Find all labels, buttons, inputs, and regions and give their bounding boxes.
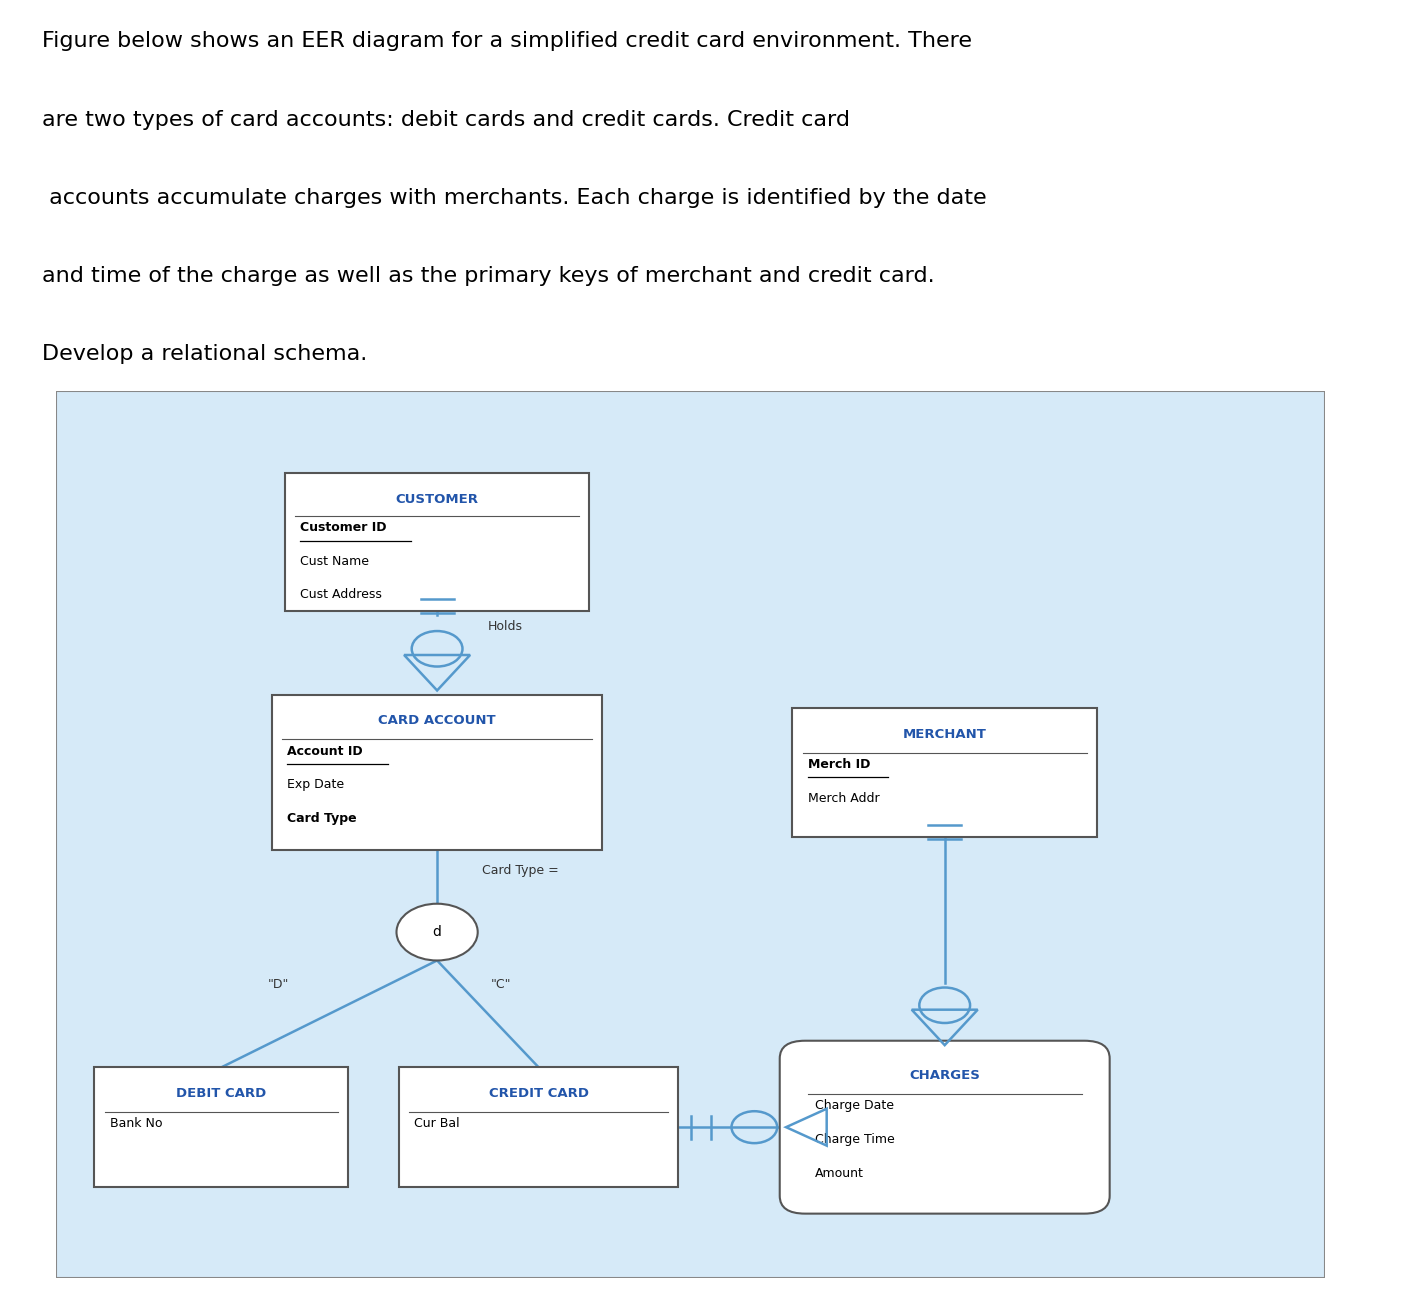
Text: Bank No: Bank No (110, 1118, 162, 1131)
Text: Customer ID: Customer ID (300, 522, 386, 535)
Text: are two types of card accounts: debit cards and credit cards. Credit card: are two types of card accounts: debit ca… (42, 110, 850, 129)
Text: CREDIT CARD: CREDIT CARD (489, 1086, 588, 1099)
Text: Cur Bal: Cur Bal (415, 1118, 460, 1131)
FancyBboxPatch shape (792, 708, 1097, 837)
Text: CARD ACCOUNT: CARD ACCOUNT (378, 715, 496, 728)
Text: Charge Date: Charge Date (815, 1099, 894, 1112)
Text: CHARGES: CHARGES (909, 1069, 980, 1082)
Text: "C": "C" (491, 978, 510, 991)
Text: CUSTOMER: CUSTOMER (396, 493, 478, 506)
FancyBboxPatch shape (285, 473, 589, 610)
Text: accounts accumulate charges with merchants. Each charge is identified by the dat: accounts accumulate charges with merchan… (42, 188, 987, 207)
FancyBboxPatch shape (780, 1041, 1110, 1214)
FancyBboxPatch shape (56, 391, 1325, 1278)
Text: MERCHANT: MERCHANT (902, 728, 987, 741)
FancyBboxPatch shape (94, 1067, 348, 1187)
Text: Cust Name: Cust Name (300, 554, 369, 567)
Text: Cust Address: Cust Address (300, 588, 382, 601)
Text: Merch ID: Merch ID (808, 758, 870, 771)
Text: Develop a relational schema.: Develop a relational schema. (42, 344, 368, 364)
Text: Card Type: Card Type (288, 812, 357, 825)
Text: DEBIT CARD: DEBIT CARD (176, 1086, 266, 1099)
Circle shape (396, 904, 478, 961)
Text: Card Type =: Card Type = (481, 863, 558, 876)
Text: Exp Date: Exp Date (288, 778, 344, 792)
Text: d: d (433, 925, 441, 939)
Text: Figure below shows an EER diagram for a simplified credit card environment. Ther: Figure below shows an EER diagram for a … (42, 31, 973, 51)
Text: Amount: Amount (815, 1167, 864, 1180)
Text: Charge Time: Charge Time (815, 1133, 895, 1146)
Text: and time of the charge as well as the primary keys of merchant and credit card.: and time of the charge as well as the pr… (42, 266, 935, 286)
Text: "D": "D" (268, 978, 289, 991)
Text: Holds: Holds (488, 619, 523, 632)
Text: Account ID: Account ID (288, 745, 362, 758)
FancyBboxPatch shape (272, 695, 602, 850)
Text: Merch Addr: Merch Addr (808, 792, 880, 805)
FancyBboxPatch shape (399, 1067, 678, 1187)
